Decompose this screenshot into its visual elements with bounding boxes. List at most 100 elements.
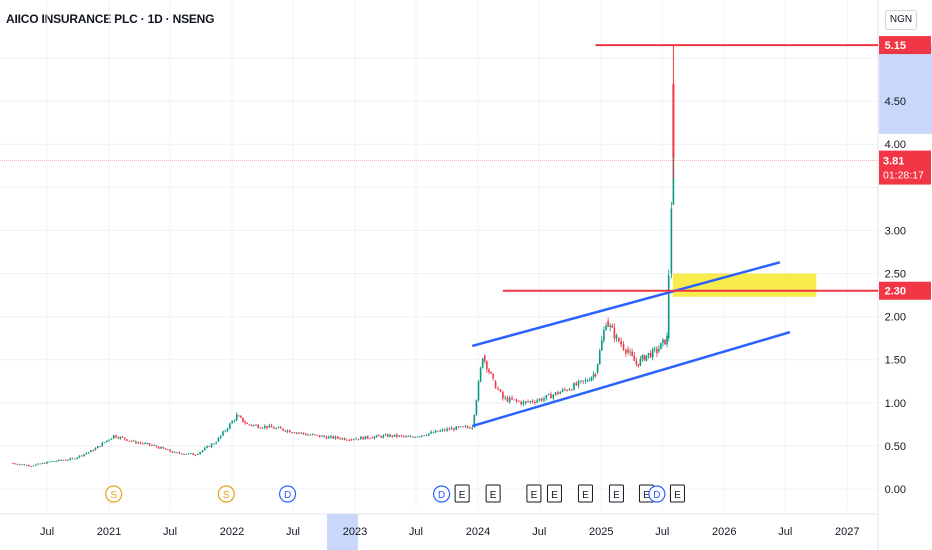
candle-body: [300, 432, 303, 434]
y-tick-label: 4.50: [885, 96, 906, 108]
candle-body: [490, 371, 492, 374]
candle-body: [540, 398, 543, 401]
candle-body: [362, 436, 364, 440]
candle-body: [135, 441, 137, 444]
candle-body: [302, 432, 305, 434]
candle-body: [210, 443, 213, 447]
candle-body: [233, 420, 236, 422]
candle-body: [318, 435, 321, 437]
candle-body: [67, 459, 69, 461]
candle-body: [518, 400, 520, 402]
candle-body: [613, 327, 616, 339]
candle-body: [481, 358, 484, 368]
candle-body: [141, 443, 144, 444]
candle-body: [248, 424, 251, 426]
candle-body: [257, 424, 259, 428]
candle-body: [531, 401, 534, 402]
event-marker-letter: E: [490, 490, 497, 501]
candle-body: [575, 383, 578, 386]
candle-body: [393, 434, 396, 437]
candle-body: [522, 401, 525, 405]
candle-body: [357, 438, 360, 440]
candle-body: [323, 435, 325, 437]
event-marker-letter: D: [438, 490, 445, 501]
candle-body: [289, 430, 291, 433]
dividend-event-marker[interactable]: [278, 485, 297, 503]
candle-body: [664, 339, 666, 345]
currency-selector[interactable]: NGN: [885, 10, 917, 30]
candle-body: [309, 434, 312, 436]
earnings-event-marker[interactable]: [526, 484, 542, 503]
candle-body: [87, 452, 90, 454]
channel-upper-line[interactable]: [471, 261, 781, 348]
candle-body: [222, 431, 224, 436]
candle-body: [128, 440, 130, 442]
candle-body: [119, 436, 122, 439]
candle-body: [407, 436, 410, 437]
candle-body: [625, 349, 627, 354]
candle-body: [242, 417, 244, 422]
channel-lower-line[interactable]: [471, 330, 791, 428]
earnings-event-marker[interactable]: [669, 484, 685, 503]
candle-body: [199, 451, 201, 455]
candle-body: [282, 428, 284, 431]
candle-body: [412, 436, 414, 438]
candle-body: [64, 460, 67, 461]
x-tick-label: Jul: [778, 526, 792, 538]
earnings-event-marker[interactable]: [577, 484, 593, 503]
candle-body: [190, 453, 192, 455]
event-marker-letter: E: [674, 490, 681, 501]
earnings-event-marker[interactable]: [485, 484, 501, 503]
candle-body: [622, 344, 625, 350]
candle-body: [286, 430, 289, 432]
candle-body: [321, 435, 323, 437]
candle-body: [270, 425, 273, 428]
event-marker-letter: S: [223, 490, 230, 501]
dividend-event-marker[interactable]: [432, 485, 451, 503]
candle-body: [76, 457, 78, 459]
candle-body: [369, 438, 371, 440]
y-tick-label: 0.00: [885, 484, 906, 496]
candle-body: [348, 440, 351, 441]
candle-body: [561, 389, 564, 392]
dividend-event-marker[interactable]: [648, 485, 666, 503]
candle-body: [167, 449, 169, 451]
candle-body: [605, 325, 607, 331]
y-tick-label: 2.00: [885, 312, 906, 324]
candle-body: [508, 397, 511, 402]
candle-body: [284, 430, 287, 432]
candle-body: [34, 464, 37, 466]
candle-body: [117, 437, 119, 439]
y-tick-label: 1.50: [885, 355, 906, 367]
candle-body: [160, 446, 162, 449]
earnings-event-marker[interactable]: [608, 484, 624, 503]
candle-body: [473, 414, 476, 427]
split-event-marker[interactable]: [217, 485, 235, 503]
candle-body: [151, 445, 153, 446]
candle-body: [334, 436, 337, 439]
candle-body: [48, 461, 51, 463]
candle-body: [69, 458, 72, 460]
split-event-marker[interactable]: [105, 485, 123, 503]
candle-body: [418, 436, 421, 438]
candle-body: [360, 436, 362, 440]
candle-body: [355, 438, 358, 440]
x-tick-label: 2027: [835, 526, 859, 538]
candle-body: [384, 434, 387, 436]
candle-body: [244, 421, 246, 424]
candle-body: [536, 400, 538, 403]
candle-body: [99, 446, 101, 447]
x-tick-label: 2021: [97, 526, 121, 538]
level-price-tag: [879, 281, 931, 300]
earnings-event-marker[interactable]: [454, 484, 470, 503]
candle-body: [314, 434, 316, 436]
candle-body: [641, 355, 644, 359]
candle-body: [215, 442, 217, 444]
candle-body: [453, 428, 455, 430]
candle-body: [213, 443, 215, 445]
candle-body: [611, 325, 614, 328]
earnings-event-marker[interactable]: [546, 484, 562, 503]
candle-body: [132, 440, 135, 442]
y-tick-label: 2.50: [885, 269, 906, 281]
